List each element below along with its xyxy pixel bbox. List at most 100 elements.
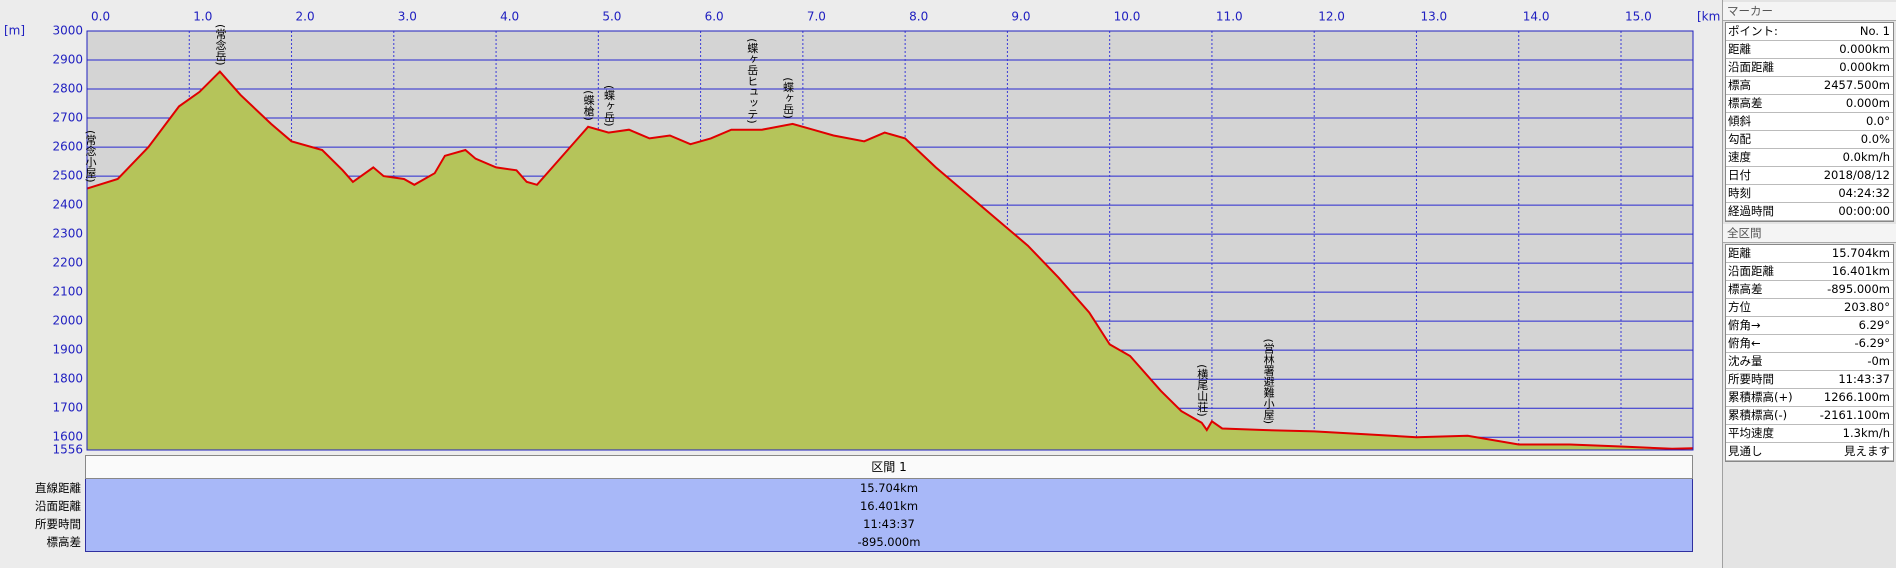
panel-label: 見通し <box>1728 444 1763 458</box>
y-tick-label: 1700 <box>52 401 83 415</box>
panel-row: 傾斜 0.0° <box>1726 113 1893 131</box>
y-tick-label: 1900 <box>52 343 83 357</box>
section-value: 16.401km <box>859 499 919 513</box>
x-tick-label: 5.0 <box>602 10 621 24</box>
y-tick-label: 2300 <box>52 227 83 241</box>
panel-value: -6.29° <box>1854 336 1890 350</box>
peak-label: (蝶ヶ岳ヒュッテ) <box>746 38 759 124</box>
y-tick-label: 1600 <box>52 430 83 444</box>
section-value: 15.704km <box>859 481 919 495</box>
panel-row: 沿面距離 0.000km <box>1726 59 1893 77</box>
x-tick-label: 6.0 <box>705 10 724 24</box>
y-tick-label: 2900 <box>52 53 83 67</box>
panel-label: 沈み量 <box>1728 354 1763 368</box>
panel-label: 標高 <box>1728 78 1751 92</box>
x-tick-label: 7.0 <box>807 10 826 24</box>
panel-row: 平均速度 1.3km/h <box>1726 425 1893 443</box>
x-unit: [km] <box>1697 10 1720 24</box>
y-unit: [m] <box>4 24 25 38</box>
y-tick-label: 3000 <box>52 24 83 38</box>
peak-label: (常念岳) <box>214 24 227 66</box>
panel-value: 04:24:32 <box>1838 186 1890 200</box>
panel-label: 方位 <box>1728 300 1751 314</box>
panel-label: 累積標高(-) <box>1728 408 1788 422</box>
panel-row: 距離 0.000km <box>1726 41 1893 59</box>
peak-label: (横尾山荘) <box>1196 364 1209 417</box>
panel-row: 経過時間 00:00:00 <box>1726 203 1893 221</box>
panel-label: 累積標高(+) <box>1728 390 1793 404</box>
panel-row: 標高差 -895.000m <box>1726 281 1893 299</box>
panel-value: 11:43:37 <box>1838 372 1890 386</box>
panel-value: 16.401km <box>1831 264 1890 278</box>
x-tick-label: 4.0 <box>500 10 519 24</box>
y-tick-label: 2700 <box>52 111 83 125</box>
panel-label: 速度 <box>1728 150 1751 164</box>
panel-value: 0.000km <box>1839 42 1890 56</box>
section-value: -895.000m <box>857 535 921 549</box>
panel-value: 0.0km/h <box>1842 150 1890 164</box>
panel-label: 俯角← <box>1728 336 1761 350</box>
panel-label: 標高差 <box>1728 282 1763 296</box>
side-panel: マーカー ポイント: No. 1 距離 0.000km 沿面距離 0.000km 標高 245… <box>1722 0 1896 568</box>
y-tick-label: 1800 <box>52 372 83 386</box>
x-tick-label: 14.0 <box>1523 10 1550 24</box>
panel-row: 時刻 04:24:32 <box>1726 185 1893 203</box>
y-tick-label: 2100 <box>52 285 83 299</box>
section-label: 沿面距離 <box>35 499 81 513</box>
total-table: 距離 15.704km 沿面距離 16.401km 標高差 -895.000m 方位 203.… <box>1725 244 1894 462</box>
panel-value: 0.000km <box>1839 60 1890 74</box>
x-tick-label: 0.0 <box>91 10 110 24</box>
section-title: 区間 1 <box>85 455 1693 479</box>
panel-value: 15.704km <box>1831 246 1890 260</box>
panel-label: 距離 <box>1728 246 1751 260</box>
marker-table: ポイント: No. 1 距離 0.000km 沿面距離 0.000km 標高 2457.500… <box>1725 22 1894 222</box>
panel-label: 標高差 <box>1728 96 1763 110</box>
panel-value: 203.80° <box>1844 300 1890 314</box>
x-tick-label: 10.0 <box>1114 10 1141 24</box>
panel-row: 見通し 見えます <box>1726 443 1893 461</box>
panel-row: 勾配 0.0% <box>1726 131 1893 149</box>
x-tick-label: 9.0 <box>1011 10 1030 24</box>
peak-label: (蝶ヶ岳) <box>603 85 616 127</box>
panel-row: 方位 203.80° <box>1726 299 1893 317</box>
panel-row: ポイント: No. 1 <box>1726 23 1893 41</box>
y-tick-label: 2500 <box>52 169 83 183</box>
x-tick-label: 2.0 <box>296 10 315 24</box>
elevation-area <box>87 71 1693 450</box>
panel-row: 沿面距離 16.401km <box>1726 263 1893 281</box>
peak-label: (蝶ヶ岳) <box>782 77 795 119</box>
elevation-line <box>86 70 1694 450</box>
panel-label: 傾斜 <box>1728 114 1751 128</box>
panel-value: 6.29° <box>1858 318 1890 332</box>
panel-value: 0.0% <box>1860 132 1890 146</box>
panel-label: 日付 <box>1728 168 1751 182</box>
x-tick-label: 11.0 <box>1216 10 1243 24</box>
panel-label: 経過時間 <box>1728 204 1774 218</box>
panel-value: -895.000m <box>1827 282 1890 296</box>
panel-row: 標高 2457.500m <box>1726 77 1893 95</box>
plot-frame <box>86 30 1694 451</box>
panel-label: 距離 <box>1728 42 1751 56</box>
panel-value: 0.0° <box>1865 114 1890 128</box>
section-value: 11:43:37 <box>863 517 915 531</box>
panel-value: 2457.500m <box>1823 78 1890 92</box>
peak-label: (営林署避難小屋) <box>1262 339 1275 425</box>
panel-label: 時刻 <box>1728 186 1751 200</box>
panel-row: 累積標高(+) 1266.100m <box>1726 389 1893 407</box>
panel-label: ポイント: <box>1728 24 1778 38</box>
section-table: 区間 1 直線距離 15.704km 沿面距離 16.401km 所要時間 11:43:3… <box>35 455 1693 552</box>
panel-row: 俯角→ 6.29° <box>1726 317 1893 335</box>
panel-value: 1.3km/h <box>1842 426 1890 440</box>
panel-label: 勾配 <box>1728 132 1751 146</box>
panel-value: 0.000m <box>1845 96 1890 110</box>
peak-label: (蝶槍) <box>582 90 595 121</box>
panel-value: 00:00:00 <box>1838 204 1890 218</box>
panel-value: 見えます <box>1844 444 1890 458</box>
panel-row: 俯角← -6.29° <box>1726 335 1893 353</box>
section-label: 標高差 <box>46 535 82 549</box>
y-tick-label: 2200 <box>52 256 83 270</box>
y-tick-label: 1556 <box>52 443 83 456</box>
y-tick-label: 2600 <box>52 140 83 154</box>
